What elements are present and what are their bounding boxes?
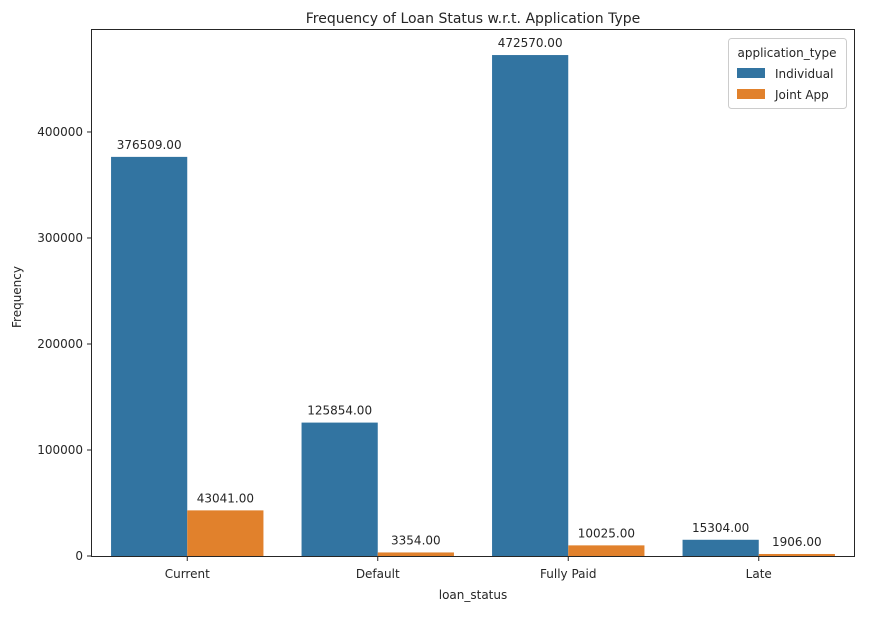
plot-frame: [91, 29, 855, 557]
x-tick-label-current: Current: [165, 567, 210, 581]
y-axis: 0 100000 200000 300000 400000: [37, 125, 92, 563]
y-axis-label: Frequency: [10, 266, 24, 328]
legend: application_type Individual Joint App: [728, 38, 847, 109]
x-tick-label-fully-paid: Fully Paid: [540, 567, 596, 581]
chart-title: Frequency of Loan Status w.r.t. Applicat…: [306, 11, 641, 27]
legend-label-individual: Individual: [775, 67, 833, 81]
data-label-current-individual: 376509.00: [117, 138, 182, 152]
bar-fully-paid-joint-app: [568, 545, 645, 556]
bar-late-individual: [682, 539, 759, 556]
data-label-fully-paid-individual: 472570.00: [498, 36, 563, 50]
bars-group: [111, 55, 835, 556]
data-label-fully-paid-joint-app: 10025.00: [578, 526, 635, 540]
data-label-default-joint-app: 3354.00: [391, 533, 441, 547]
y-tick-label: 200000: [37, 337, 83, 351]
bar-current-joint-app: [187, 510, 264, 556]
y-tick-label: 400000: [37, 125, 83, 139]
y-tick-label: 100000: [37, 443, 83, 457]
x-axis: Current Default Fully Paid Late: [165, 556, 772, 581]
x-tick-label-default: Default: [356, 567, 400, 581]
data-label-late-joint-app: 1906.00: [772, 535, 822, 549]
data-labels-group: 376509.00 125854.00 472570.00 15304.00 43041…: [117, 36, 822, 549]
y-tick-label: 0: [75, 549, 83, 563]
bar-default-joint-app: [377, 552, 454, 556]
bar-default-individual: [301, 422, 378, 556]
bar-current-individual: [111, 156, 188, 556]
data-label-current-joint-app: 43041.00: [197, 491, 254, 505]
bar-fully-paid-individual: [492, 55, 569, 556]
data-label-late-individual: 15304.00: [692, 521, 749, 535]
x-axis-label: loan_status: [439, 588, 508, 602]
legend-swatch-joint-app: [737, 89, 765, 99]
legend-label-joint-app: Joint App: [774, 88, 829, 102]
data-label-default-individual: 125854.00: [307, 404, 372, 418]
x-tick-label-late: Late: [746, 567, 772, 581]
legend-swatch-individual: [737, 68, 765, 78]
legend-title: application_type: [738, 46, 837, 60]
y-tick-label: 300000: [37, 231, 83, 245]
bar-late-joint-app: [758, 553, 835, 556]
